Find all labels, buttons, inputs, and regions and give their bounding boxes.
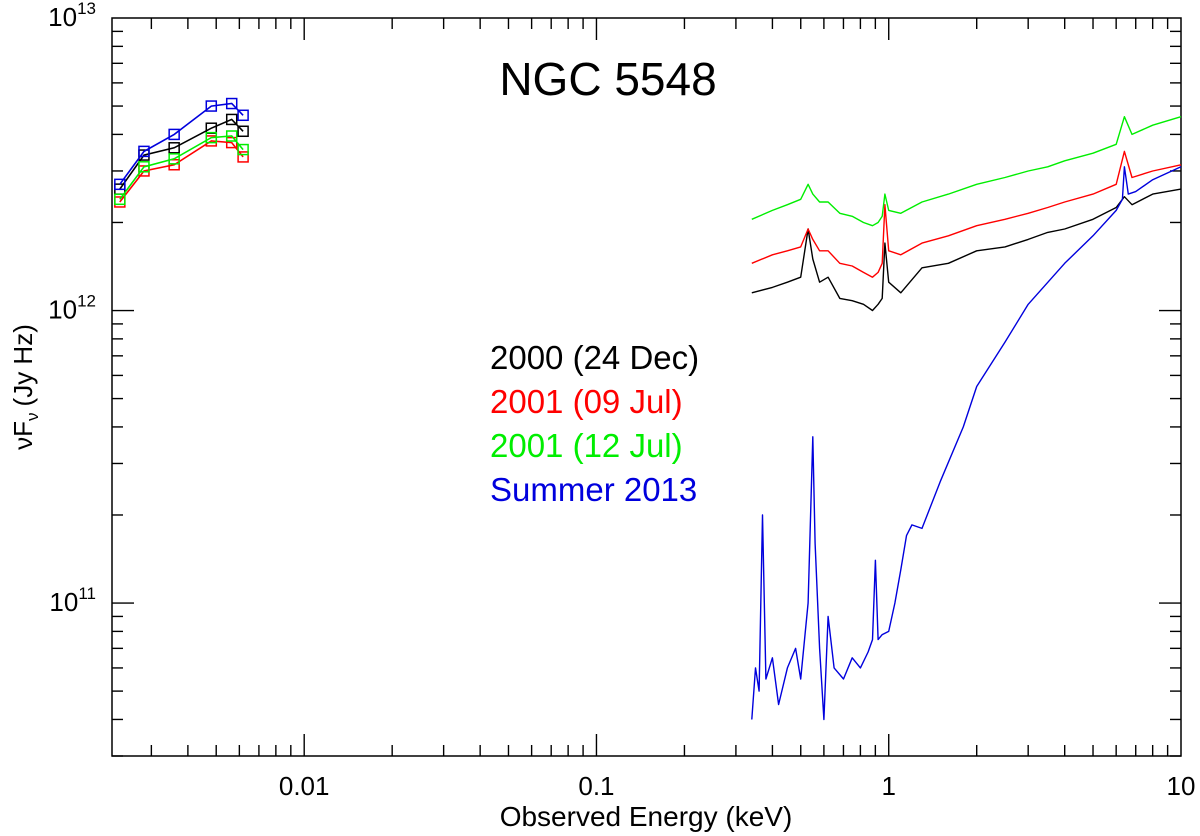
y-tick-label-exp: 13	[77, 0, 96, 18]
uv-point	[114, 178, 126, 191]
uv-point	[168, 153, 180, 165]
y-tick-label-base: 10	[49, 587, 78, 617]
legend-entry-2013: Summer 2013	[490, 471, 697, 508]
uv-point	[205, 100, 218, 112]
y-tick-label-base: 10	[48, 295, 77, 325]
uv-point	[114, 193, 126, 206]
y-axis-label-sub: ν	[23, 412, 42, 421]
y-tick-label: 1011	[49, 584, 96, 617]
uv-point	[225, 130, 238, 142]
legend-entry-2001-jul12: 2001 (12 Jul)	[490, 427, 683, 464]
x-axis-label: Observed Energy (keV)	[500, 801, 793, 832]
x-tick-label: 0.1	[578, 771, 614, 801]
plot-frame	[111, 17, 1182, 757]
y-axis-label: νFν (Jy Hz)	[8, 324, 42, 450]
uv-point	[225, 97, 238, 110]
axis-ticks	[112, 18, 1181, 757]
series-1	[114, 135, 1182, 278]
series-3	[114, 97, 1182, 721]
legend-entry-2000: 2000 (24 Dec)	[490, 339, 699, 376]
xray-spectrum	[751, 166, 1182, 721]
uv-point	[237, 109, 249, 122]
uv-point	[168, 142, 180, 154]
uv-point	[237, 125, 249, 138]
uv-point	[168, 128, 180, 141]
x-tick-label: 10	[1167, 771, 1196, 801]
uv-point	[168, 159, 180, 171]
legend: 2000 (24 Dec) 2001 (09 Jul) 2001 (12 Jul…	[490, 339, 699, 508]
uv-point	[225, 113, 238, 126]
xray-spectrum	[751, 188, 1182, 312]
y-tick-label: 1012	[48, 292, 96, 325]
x-tick-label: 1	[881, 771, 895, 801]
uv-point	[237, 151, 249, 163]
x-tick-label: 0.01	[279, 771, 330, 801]
y-tick-label-base: 10	[48, 2, 77, 32]
y-tick-label-exp: 11	[78, 584, 96, 603]
series-layer	[114, 97, 1182, 721]
y-axis-label-unit: (Jy Hz)	[8, 324, 38, 406]
uv-point	[138, 161, 150, 173]
y-tick-label-exp: 12	[77, 292, 96, 311]
series-2	[114, 115, 1182, 227]
y-tick-label: 1013	[48, 0, 96, 32]
uv-point	[205, 131, 218, 144]
chart-title: NGC 5548	[499, 53, 716, 105]
xray-spectrum	[751, 115, 1182, 227]
uv-point	[138, 145, 150, 158]
uv-point	[237, 143, 249, 156]
xray-spectrum	[751, 150, 1182, 278]
series-0	[114, 113, 1182, 312]
x-tick-labels: 0.01 0.1 1 10	[279, 771, 1196, 801]
y-axis-label-main: νF	[8, 421, 38, 450]
legend-entry-2001-jul09: 2001 (09 Jul)	[490, 383, 683, 420]
